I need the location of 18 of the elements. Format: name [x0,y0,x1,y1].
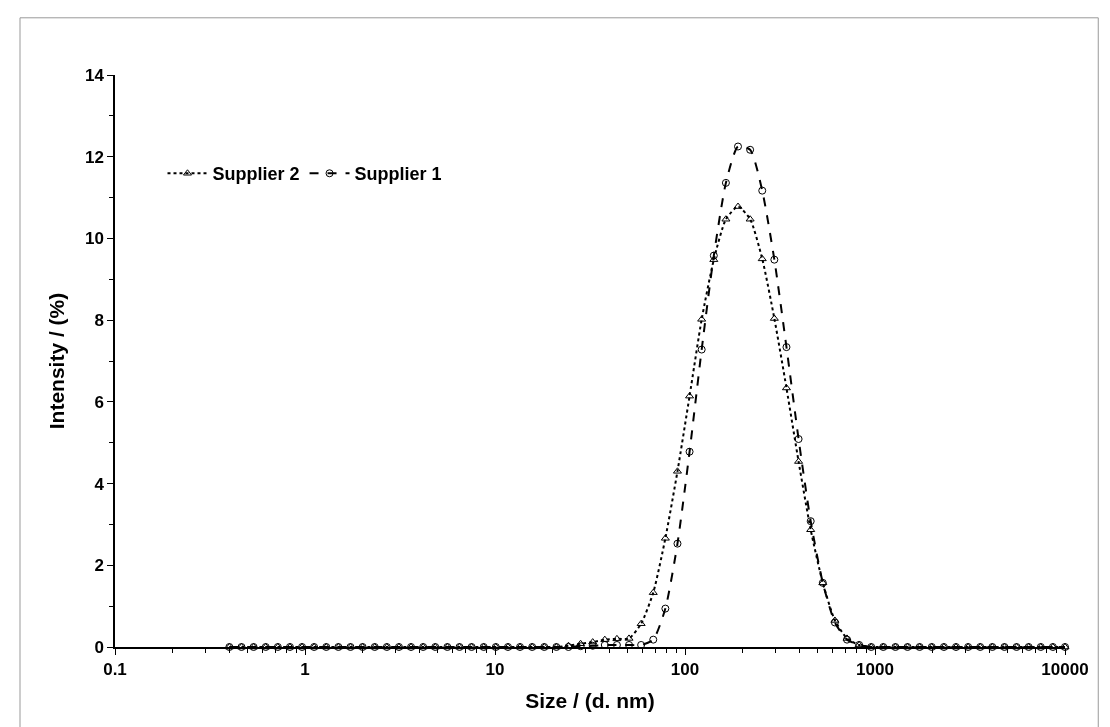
x-tick-label: 10 [485,660,505,680]
y-tick-label: 0 [94,637,104,657]
x-tick-label: 1 [300,660,310,680]
y-tick-label: 4 [94,474,105,494]
y-tick-label: 6 [94,392,104,412]
y-axis-title: Intensity / (%) [44,292,68,430]
y-tick-label: 12 [84,147,104,167]
x-tick-label: 100 [670,660,700,680]
legend-label: Supplier 1 [354,164,442,185]
x-axis-title: Size / (d. nm) [525,688,655,712]
legend-label: Supplier 2 [212,164,300,185]
x-tick-label: 1000 [856,660,894,680]
x-tick-label: 10000 [1041,660,1089,680]
y-tick-label: 10 [84,229,104,249]
y-tick-label: 2 [94,556,104,576]
y-tick-label: 14 [84,65,105,85]
y-tick-label: 8 [94,311,104,331]
x-tick-label: 0.1 [103,660,127,680]
